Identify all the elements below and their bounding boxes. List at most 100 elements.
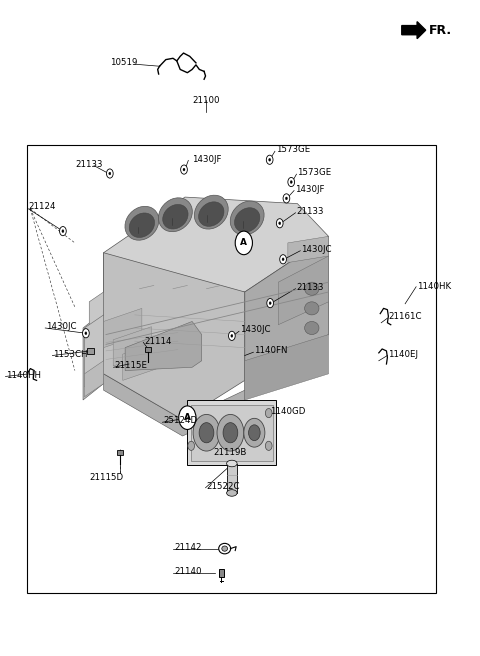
Circle shape [269, 302, 271, 304]
Ellipse shape [194, 195, 228, 229]
Text: 21119B: 21119B [214, 448, 247, 457]
Polygon shape [245, 335, 328, 400]
Text: 21140: 21140 [174, 567, 202, 576]
Text: 21114: 21114 [144, 337, 172, 346]
Text: 21100: 21100 [193, 96, 220, 105]
Circle shape [231, 335, 233, 337]
Circle shape [288, 177, 295, 186]
Circle shape [249, 425, 260, 441]
Circle shape [282, 258, 284, 260]
Circle shape [266, 155, 273, 165]
Text: 1430JC: 1430JC [301, 245, 332, 254]
Ellipse shape [158, 198, 192, 232]
Circle shape [83, 329, 89, 338]
Text: 1430JC: 1430JC [240, 325, 271, 335]
Ellipse shape [219, 543, 231, 554]
Text: 1430JC: 1430JC [46, 322, 77, 331]
Polygon shape [104, 197, 328, 292]
Polygon shape [84, 315, 104, 387]
Ellipse shape [227, 461, 237, 467]
Text: 21124: 21124 [28, 203, 56, 211]
Circle shape [290, 180, 292, 184]
Text: 1573GE: 1573GE [276, 146, 310, 154]
Ellipse shape [235, 208, 260, 232]
Circle shape [193, 415, 220, 451]
Text: 21142: 21142 [174, 543, 202, 552]
Text: 21115D: 21115D [89, 473, 123, 482]
Text: 21133: 21133 [297, 283, 324, 292]
Text: 1140HH: 1140HH [6, 371, 41, 380]
Ellipse shape [227, 489, 237, 496]
Polygon shape [278, 256, 328, 325]
Circle shape [286, 197, 288, 200]
Ellipse shape [305, 302, 319, 315]
Polygon shape [104, 253, 245, 420]
Polygon shape [245, 236, 328, 390]
Bar [118, 450, 123, 455]
Text: 1140EJ: 1140EJ [388, 350, 419, 359]
Text: 21161C: 21161C [388, 312, 422, 321]
Circle shape [244, 419, 265, 447]
Circle shape [62, 230, 64, 232]
Circle shape [269, 158, 271, 161]
Circle shape [179, 406, 196, 430]
Polygon shape [104, 253, 135, 369]
Circle shape [107, 169, 113, 178]
Polygon shape [123, 341, 161, 380]
Polygon shape [104, 308, 142, 348]
Circle shape [183, 168, 185, 171]
Text: 10519: 10519 [110, 58, 137, 68]
Bar [227, 464, 237, 493]
Text: 21133: 21133 [297, 207, 324, 216]
Text: A: A [240, 238, 247, 247]
Ellipse shape [163, 205, 188, 229]
Circle shape [188, 441, 194, 451]
Ellipse shape [230, 201, 264, 235]
Text: A: A [184, 413, 191, 422]
Bar [187, 400, 276, 466]
Ellipse shape [305, 282, 319, 295]
Bar [87, 348, 94, 354]
Polygon shape [89, 292, 104, 338]
Text: 1140FN: 1140FN [254, 346, 288, 356]
Polygon shape [104, 374, 245, 436]
Text: 21522C: 21522C [206, 482, 240, 491]
Ellipse shape [222, 546, 228, 551]
Circle shape [85, 332, 87, 335]
Text: FR.: FR. [429, 24, 452, 37]
Circle shape [199, 422, 214, 443]
Text: 1573GE: 1573GE [298, 169, 332, 177]
Text: 1430JF: 1430JF [295, 185, 324, 194]
Circle shape [283, 194, 290, 203]
Text: 1140HK: 1140HK [417, 282, 451, 291]
Circle shape [180, 165, 187, 174]
Polygon shape [402, 22, 426, 39]
Bar [27, 145, 436, 593]
Circle shape [276, 218, 283, 228]
Circle shape [217, 415, 244, 451]
Ellipse shape [305, 321, 319, 335]
Ellipse shape [125, 207, 159, 240]
Polygon shape [288, 236, 328, 262]
Polygon shape [84, 361, 104, 397]
Circle shape [265, 409, 272, 418]
Text: 25124D: 25124D [163, 417, 198, 426]
Circle shape [223, 422, 238, 443]
Bar [191, 405, 273, 461]
Circle shape [228, 331, 235, 340]
Circle shape [235, 231, 252, 255]
Circle shape [109, 172, 111, 175]
Ellipse shape [199, 202, 224, 226]
Circle shape [188, 409, 194, 418]
Circle shape [267, 298, 274, 308]
Polygon shape [113, 327, 152, 366]
Ellipse shape [129, 213, 155, 237]
Bar [219, 569, 224, 577]
Circle shape [265, 441, 272, 451]
Text: 21133: 21133 [75, 160, 102, 169]
Text: 1153CH: 1153CH [53, 350, 88, 359]
Text: 21115E: 21115E [115, 361, 148, 371]
Bar [145, 347, 151, 352]
Circle shape [279, 222, 281, 224]
Polygon shape [125, 321, 202, 371]
